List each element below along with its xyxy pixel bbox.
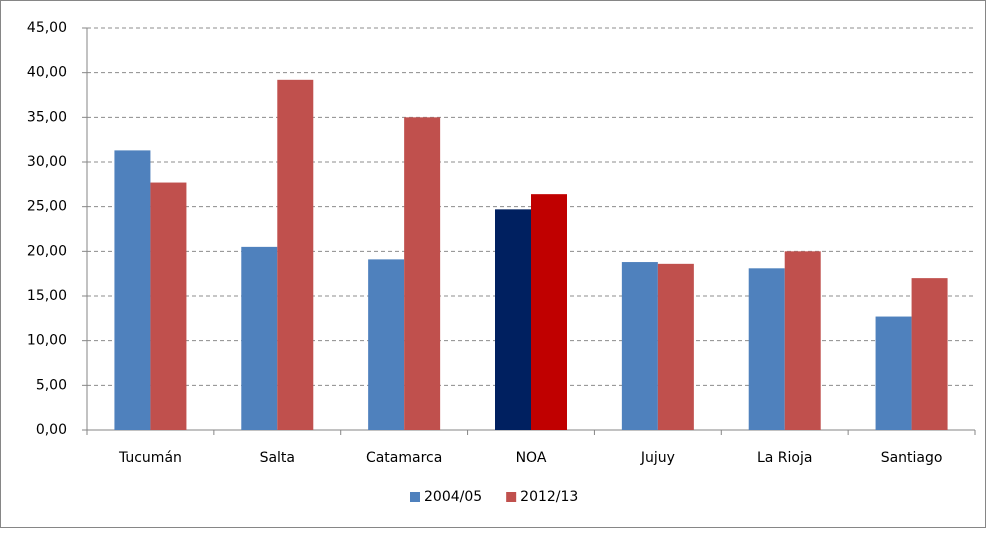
y-tick-label: 40,00 [27, 65, 67, 81]
bar [748, 268, 785, 430]
x-tick-label: Salta [260, 450, 295, 466]
legend-swatch [410, 492, 420, 502]
bar [277, 79, 314, 431]
x-tick-label: Santiago [881, 450, 943, 466]
y-tick-label: 0,00 [36, 422, 67, 438]
x-tick-label: La Rioja [757, 450, 812, 466]
x-tick-label: Jujuy [640, 450, 675, 466]
legend-label: 2004/05 [424, 489, 482, 505]
bar [621, 262, 658, 430]
bar [495, 209, 531, 430]
bar [114, 150, 151, 431]
bar [784, 251, 821, 430]
y-tick-label: 5,00 [36, 377, 67, 393]
bar [657, 263, 694, 430]
bar [241, 246, 278, 430]
bar [875, 316, 912, 430]
y-tick-label: 15,00 [27, 288, 67, 304]
y-tick-label: 25,00 [27, 199, 67, 215]
y-tick-label: 20,00 [27, 243, 67, 259]
legend-label: 2012/13 [520, 489, 578, 505]
y-tick-label: 45,00 [27, 20, 67, 36]
bar [150, 182, 187, 430]
bar [911, 278, 948, 430]
x-tick-label: Catamarca [366, 450, 442, 466]
bar [368, 259, 405, 430]
bar [531, 194, 567, 430]
x-tick-label: NOA [516, 450, 547, 466]
y-tick-label: 30,00 [27, 154, 67, 170]
y-tick-label: 10,00 [27, 333, 67, 349]
x-tick-label: Tucumán [118, 450, 182, 466]
legend-swatch [506, 492, 517, 502]
y-tick-label: 35,00 [27, 109, 67, 125]
bar [404, 117, 441, 430]
